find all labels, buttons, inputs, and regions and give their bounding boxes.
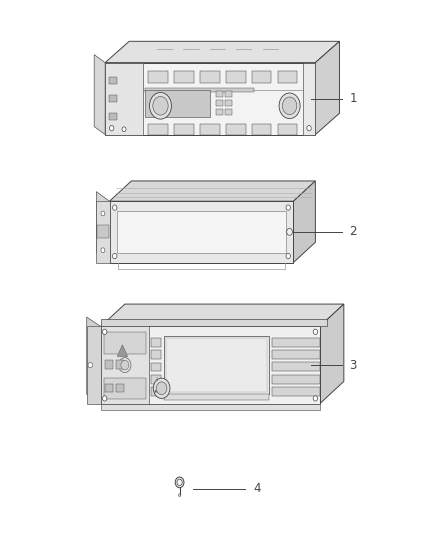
Bar — [151, 362, 161, 372]
Bar — [116, 384, 124, 392]
Bar — [200, 71, 219, 83]
Bar — [105, 63, 315, 135]
Ellipse shape — [88, 362, 92, 368]
Bar — [109, 77, 117, 84]
Polygon shape — [101, 304, 344, 326]
Ellipse shape — [122, 127, 126, 132]
Polygon shape — [117, 345, 128, 357]
Bar — [145, 90, 210, 117]
Bar — [252, 124, 272, 135]
Ellipse shape — [102, 395, 107, 401]
Bar — [97, 225, 109, 238]
Ellipse shape — [156, 382, 167, 394]
Bar — [151, 387, 161, 396]
Ellipse shape — [307, 126, 311, 131]
Polygon shape — [315, 42, 339, 135]
Polygon shape — [96, 192, 110, 263]
Bar — [303, 63, 315, 135]
Polygon shape — [105, 42, 339, 63]
Ellipse shape — [121, 360, 129, 370]
Bar — [105, 63, 143, 135]
Bar — [151, 350, 161, 359]
Polygon shape — [293, 181, 315, 263]
Text: 3: 3 — [350, 359, 357, 372]
Bar — [96, 201, 110, 263]
Ellipse shape — [101, 211, 105, 216]
Ellipse shape — [153, 96, 168, 115]
Bar — [164, 394, 269, 400]
Ellipse shape — [113, 205, 117, 211]
Text: ▲: ▲ — [154, 390, 158, 394]
Bar — [215, 100, 223, 106]
Bar — [105, 360, 113, 369]
Bar — [278, 124, 297, 135]
Bar — [272, 387, 320, 396]
Ellipse shape — [149, 93, 171, 119]
Bar — [109, 95, 117, 102]
Ellipse shape — [313, 395, 318, 401]
Ellipse shape — [286, 254, 290, 259]
Ellipse shape — [101, 248, 105, 253]
Bar — [174, 71, 194, 83]
Bar — [164, 336, 269, 394]
Bar — [145, 88, 254, 92]
Bar — [174, 124, 194, 135]
Bar — [116, 360, 124, 369]
Bar — [225, 91, 232, 97]
Bar — [87, 326, 101, 404]
Bar — [278, 71, 297, 83]
Bar — [166, 338, 267, 392]
Ellipse shape — [102, 329, 107, 335]
Bar — [101, 326, 320, 404]
Bar — [252, 71, 272, 83]
Bar — [101, 326, 149, 404]
Bar — [101, 404, 320, 410]
Bar — [151, 338, 161, 346]
Ellipse shape — [286, 205, 290, 211]
Bar — [148, 71, 168, 83]
Bar — [215, 91, 223, 97]
Ellipse shape — [119, 358, 131, 373]
Text: 1: 1 — [350, 92, 357, 105]
Ellipse shape — [175, 477, 184, 488]
Bar — [105, 384, 113, 392]
Polygon shape — [94, 55, 105, 135]
Polygon shape — [320, 304, 344, 404]
Bar — [117, 211, 286, 253]
Bar — [225, 100, 232, 106]
Bar — [272, 375, 320, 384]
Polygon shape — [87, 317, 101, 404]
Ellipse shape — [279, 93, 300, 118]
Ellipse shape — [153, 378, 170, 399]
Bar — [215, 109, 223, 115]
Ellipse shape — [110, 126, 114, 131]
Ellipse shape — [113, 254, 117, 259]
Text: ♫: ♫ — [154, 377, 158, 381]
Bar — [226, 71, 246, 83]
Bar — [200, 124, 219, 135]
Bar — [272, 362, 320, 372]
Ellipse shape — [178, 494, 180, 497]
Bar — [225, 109, 232, 115]
Bar — [109, 114, 117, 120]
Polygon shape — [110, 181, 315, 201]
Ellipse shape — [283, 97, 297, 115]
Ellipse shape — [313, 329, 318, 335]
Bar — [151, 375, 161, 384]
Bar — [104, 378, 146, 400]
Bar — [101, 319, 327, 326]
Bar — [110, 201, 293, 263]
Ellipse shape — [177, 479, 182, 486]
Bar — [272, 337, 320, 346]
Bar — [272, 350, 320, 359]
Text: 2: 2 — [350, 225, 357, 238]
Bar — [104, 332, 146, 353]
Bar — [226, 124, 246, 135]
Ellipse shape — [287, 229, 293, 236]
Text: 4: 4 — [253, 482, 261, 495]
Bar — [148, 124, 168, 135]
